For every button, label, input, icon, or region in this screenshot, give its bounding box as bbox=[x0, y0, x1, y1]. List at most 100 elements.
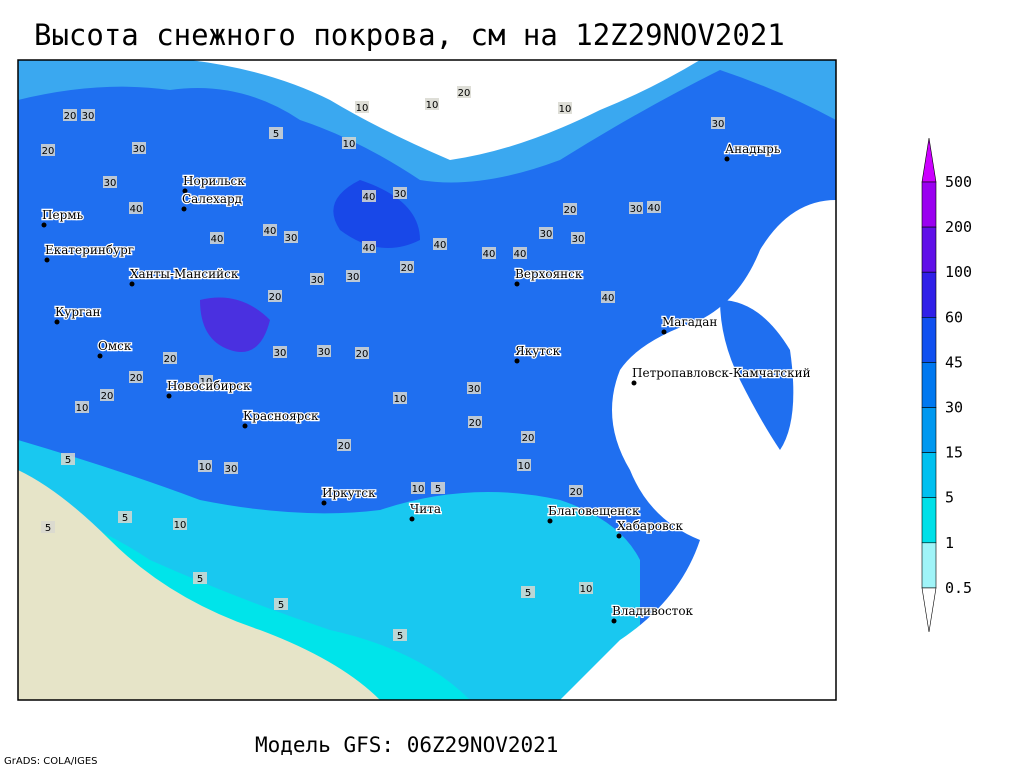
model-label: Модель GFS: 06Z29NOV2021 bbox=[255, 733, 558, 757]
contour-label-box bbox=[457, 86, 471, 98]
contour-label-box bbox=[647, 201, 661, 213]
city-label: Якутск bbox=[515, 344, 561, 358]
contour-label-box bbox=[199, 375, 213, 387]
contour-label-box bbox=[284, 231, 298, 243]
contour-label-box bbox=[558, 102, 572, 114]
city-dot bbox=[547, 518, 553, 524]
contour-label-box bbox=[571, 232, 585, 244]
contour-label-box bbox=[41, 521, 55, 533]
contour-label: 20 bbox=[469, 418, 482, 429]
legend-level: 45 bbox=[945, 353, 963, 371]
contour-label: 20 bbox=[338, 441, 351, 452]
contour-label-box bbox=[431, 482, 445, 494]
contour-label-box bbox=[317, 345, 331, 357]
contour-label-box bbox=[75, 401, 89, 413]
contour-label-box bbox=[346, 270, 360, 282]
contour-label-box bbox=[355, 347, 369, 359]
contour-label-box bbox=[337, 439, 351, 451]
contour-label: 5 bbox=[435, 484, 441, 495]
contour-label: 30 bbox=[347, 272, 360, 283]
contour-label-box bbox=[629, 202, 643, 214]
contour-label-box bbox=[393, 187, 407, 199]
contour-label: 20 bbox=[564, 205, 577, 216]
contour-label: 20 bbox=[64, 111, 77, 122]
city-dot bbox=[724, 156, 730, 162]
city-label: Омск bbox=[98, 339, 132, 353]
city-dot bbox=[661, 329, 667, 335]
contour-label-box bbox=[601, 291, 615, 303]
contour-label-box bbox=[433, 238, 447, 250]
contour-label: 40 bbox=[483, 249, 496, 260]
city-label: Магадан bbox=[662, 315, 717, 329]
city-label: Пермь bbox=[42, 208, 84, 222]
contour-label-box bbox=[193, 572, 207, 584]
contour-label-box bbox=[468, 416, 482, 428]
contour-label-box bbox=[355, 101, 369, 113]
city-label: Владивосток bbox=[612, 604, 694, 618]
contour-label: 30 bbox=[572, 234, 585, 245]
legend-level: 0.5 bbox=[945, 579, 972, 597]
contour-label-box bbox=[129, 202, 143, 214]
legend-band bbox=[921, 497, 937, 544]
contour-label: 20 bbox=[401, 263, 414, 274]
contour-label: 20 bbox=[570, 487, 583, 498]
contour-label: 30 bbox=[225, 464, 238, 475]
city-label: Анадырь bbox=[725, 142, 781, 156]
contour-label: 20 bbox=[42, 146, 55, 157]
legend-level: 100 bbox=[945, 263, 972, 281]
contour-label-box bbox=[61, 453, 75, 465]
contour-label: 20 bbox=[101, 391, 114, 402]
legend-level: 1 bbox=[945, 534, 954, 552]
legend-band bbox=[921, 362, 937, 408]
city-dot bbox=[41, 222, 47, 228]
city-label: Хабаровск bbox=[617, 519, 683, 533]
contour-label-box bbox=[425, 98, 439, 110]
contour-label: 30 bbox=[285, 233, 298, 244]
legend-band bbox=[921, 316, 937, 363]
contour-label: 40 bbox=[211, 234, 224, 245]
contour-label: 40 bbox=[363, 192, 376, 203]
contour-label-box bbox=[411, 482, 425, 494]
legend-bottom bbox=[921, 587, 937, 632]
contour-label-box bbox=[521, 586, 535, 598]
contour-label: 30 bbox=[82, 111, 95, 122]
city-label: Красноярск bbox=[243, 409, 319, 423]
city-dot bbox=[182, 188, 188, 194]
legend-level: 60 bbox=[945, 308, 963, 326]
legend-level: 15 bbox=[945, 444, 963, 462]
contour-label-box bbox=[482, 247, 496, 259]
legend-band bbox=[921, 226, 937, 273]
city-label: Норильск bbox=[183, 174, 245, 188]
contour-label: 10 bbox=[394, 394, 407, 405]
contour-label-box bbox=[100, 389, 114, 401]
city-label: Курган bbox=[55, 305, 100, 319]
contour-label: 5 bbox=[397, 631, 403, 642]
contour-label: 5 bbox=[197, 574, 203, 585]
contour-label: 5 bbox=[45, 523, 51, 534]
contour-label-box bbox=[273, 346, 287, 358]
city-label: Екатеринбург bbox=[45, 243, 134, 257]
contour-label: 30 bbox=[104, 178, 117, 189]
legend-band bbox=[921, 181, 937, 228]
contour-label: 40 bbox=[648, 203, 661, 214]
contour-label-box bbox=[342, 137, 356, 149]
contour-label: 40 bbox=[514, 249, 527, 260]
legend-level: 500 bbox=[945, 173, 972, 191]
contour-label-box bbox=[132, 142, 146, 154]
city-dot bbox=[242, 423, 248, 429]
contour-label-box bbox=[41, 144, 55, 156]
city-dot bbox=[166, 393, 172, 399]
contour-label: 10 bbox=[580, 584, 593, 595]
contour-label: 30 bbox=[133, 144, 146, 155]
contour-label: 30 bbox=[468, 384, 481, 395]
contour-label-box bbox=[163, 352, 177, 364]
contour-label-box bbox=[63, 109, 77, 121]
contour-label: 5 bbox=[273, 129, 279, 140]
contour-label-box bbox=[268, 290, 282, 302]
contour-label-box bbox=[310, 273, 324, 285]
contour-label: 5 bbox=[278, 600, 284, 611]
title: Высота снежного покрова, см на 12Z29NOV2… bbox=[34, 18, 785, 52]
legend-band bbox=[921, 407, 937, 453]
contour-label-box bbox=[129, 371, 143, 383]
contour-label-box bbox=[210, 232, 224, 244]
